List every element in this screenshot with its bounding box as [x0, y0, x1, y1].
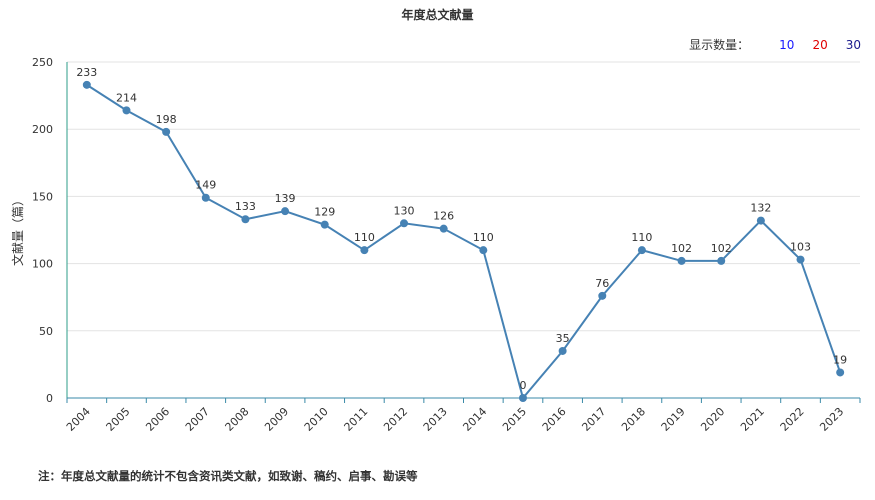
display-count-option-30[interactable]: 30 [845, 37, 861, 52]
data-label: 132 [750, 202, 771, 215]
data-label: 126 [433, 210, 454, 223]
data-label: 110 [473, 231, 494, 244]
display-count-label: 显示数量： [689, 38, 750, 52]
x-tick-labels: 2004 2005 2006 2007 2008 2009 2010 2011 2012 2013… [64, 405, 846, 434]
data-label: 76 [595, 277, 609, 290]
y-tick-label: 200 [32, 123, 53, 136]
data-point[interactable] [598, 291, 607, 300]
x-tick-label: 2010 [302, 405, 331, 434]
y-tick-label: 150 [32, 190, 53, 203]
data-point[interactable] [677, 256, 686, 265]
data-label: 103 [790, 241, 811, 254]
x-tick-label: 2011 [342, 405, 371, 434]
x-tick-label: 2020 [698, 405, 727, 434]
data-labels: 233 214 198 149 133 139 129 110 130 126 110 0 35 76 11… [76, 66, 847, 392]
x-tick-label: 2013 [421, 405, 450, 434]
chart-title: 年度总文献量 [401, 8, 474, 22]
footnote: 注：年度总文献量的统计不包含资讯类文献，如致谢、稿约、启事、勘误等 [38, 469, 418, 483]
data-label: 110 [631, 231, 652, 244]
data-point[interactable] [122, 106, 131, 115]
data-label: 102 [671, 242, 692, 255]
data-label: 102 [711, 242, 732, 255]
x-tick-label: 2009 [262, 405, 291, 434]
data-label: 0 [519, 379, 526, 392]
data-point[interactable] [201, 193, 210, 202]
x-tick-label: 2023 [817, 405, 846, 434]
data-label: 133 [235, 200, 256, 213]
data-label: 129 [314, 206, 335, 219]
display-count-option-10[interactable]: 10 [779, 37, 795, 52]
data-point[interactable] [241, 215, 250, 224]
x-tick-label: 2019 [659, 405, 688, 434]
data-point[interactable] [756, 216, 765, 225]
x-tick-label: 2017 [579, 405, 608, 434]
x-tick-label: 2018 [619, 405, 648, 434]
y-tick-labels: 0 50 100 150 200 250 [32, 56, 53, 405]
data-label: 35 [556, 332, 570, 345]
data-label: 19 [833, 353, 847, 366]
data-point[interactable] [518, 394, 527, 402]
x-tick-label: 2014 [460, 405, 489, 434]
data-point[interactable] [479, 246, 488, 255]
data-point[interactable] [439, 224, 448, 233]
x-tick-label: 2012 [381, 405, 410, 434]
data-point[interactable] [281, 207, 290, 216]
x-tick-label: 2015 [500, 405, 529, 434]
data-label: 233 [76, 66, 97, 79]
data-point[interactable] [320, 220, 329, 229]
data-label: 214 [116, 91, 137, 104]
data-point[interactable] [360, 246, 369, 255]
data-point[interactable] [162, 127, 171, 136]
x-tick-label: 2008 [223, 405, 252, 434]
data-point[interactable] [836, 368, 845, 377]
data-label: 149 [195, 179, 216, 192]
x-tick-label: 2006 [143, 405, 172, 434]
x-tick-label: 2021 [738, 405, 767, 434]
y-axis-title: 文献量（篇） [10, 194, 25, 266]
data-point[interactable] [637, 246, 646, 255]
data-label: 130 [394, 204, 415, 217]
y-tick-label: 0 [46, 392, 53, 405]
x-tick-label: 2005 [104, 405, 133, 434]
y-tick-label: 50 [39, 325, 53, 338]
display-count-option-20[interactable]: 20 [812, 37, 828, 52]
data-point[interactable] [400, 219, 409, 228]
data-point[interactable] [558, 346, 567, 355]
data-points [82, 80, 845, 402]
series-line [86, 84, 842, 401]
y-tick-label: 250 [32, 56, 53, 69]
axes [66, 62, 861, 403]
grid-lines [67, 61, 860, 332]
y-tick-label: 100 [32, 258, 53, 271]
data-point[interactable] [82, 80, 91, 89]
x-tick-label: 2004 [64, 405, 93, 434]
data-label: 139 [275, 192, 296, 205]
display-count-selector: 显示数量： 10 20 30 [689, 36, 861, 53]
x-tick-label: 2022 [778, 405, 807, 434]
data-point[interactable] [796, 255, 805, 264]
x-tick-label: 2007 [183, 405, 212, 434]
data-label: 198 [156, 113, 177, 126]
data-point[interactable] [717, 256, 726, 265]
x-tick-label: 2016 [540, 405, 569, 434]
data-label: 110 [354, 231, 375, 244]
